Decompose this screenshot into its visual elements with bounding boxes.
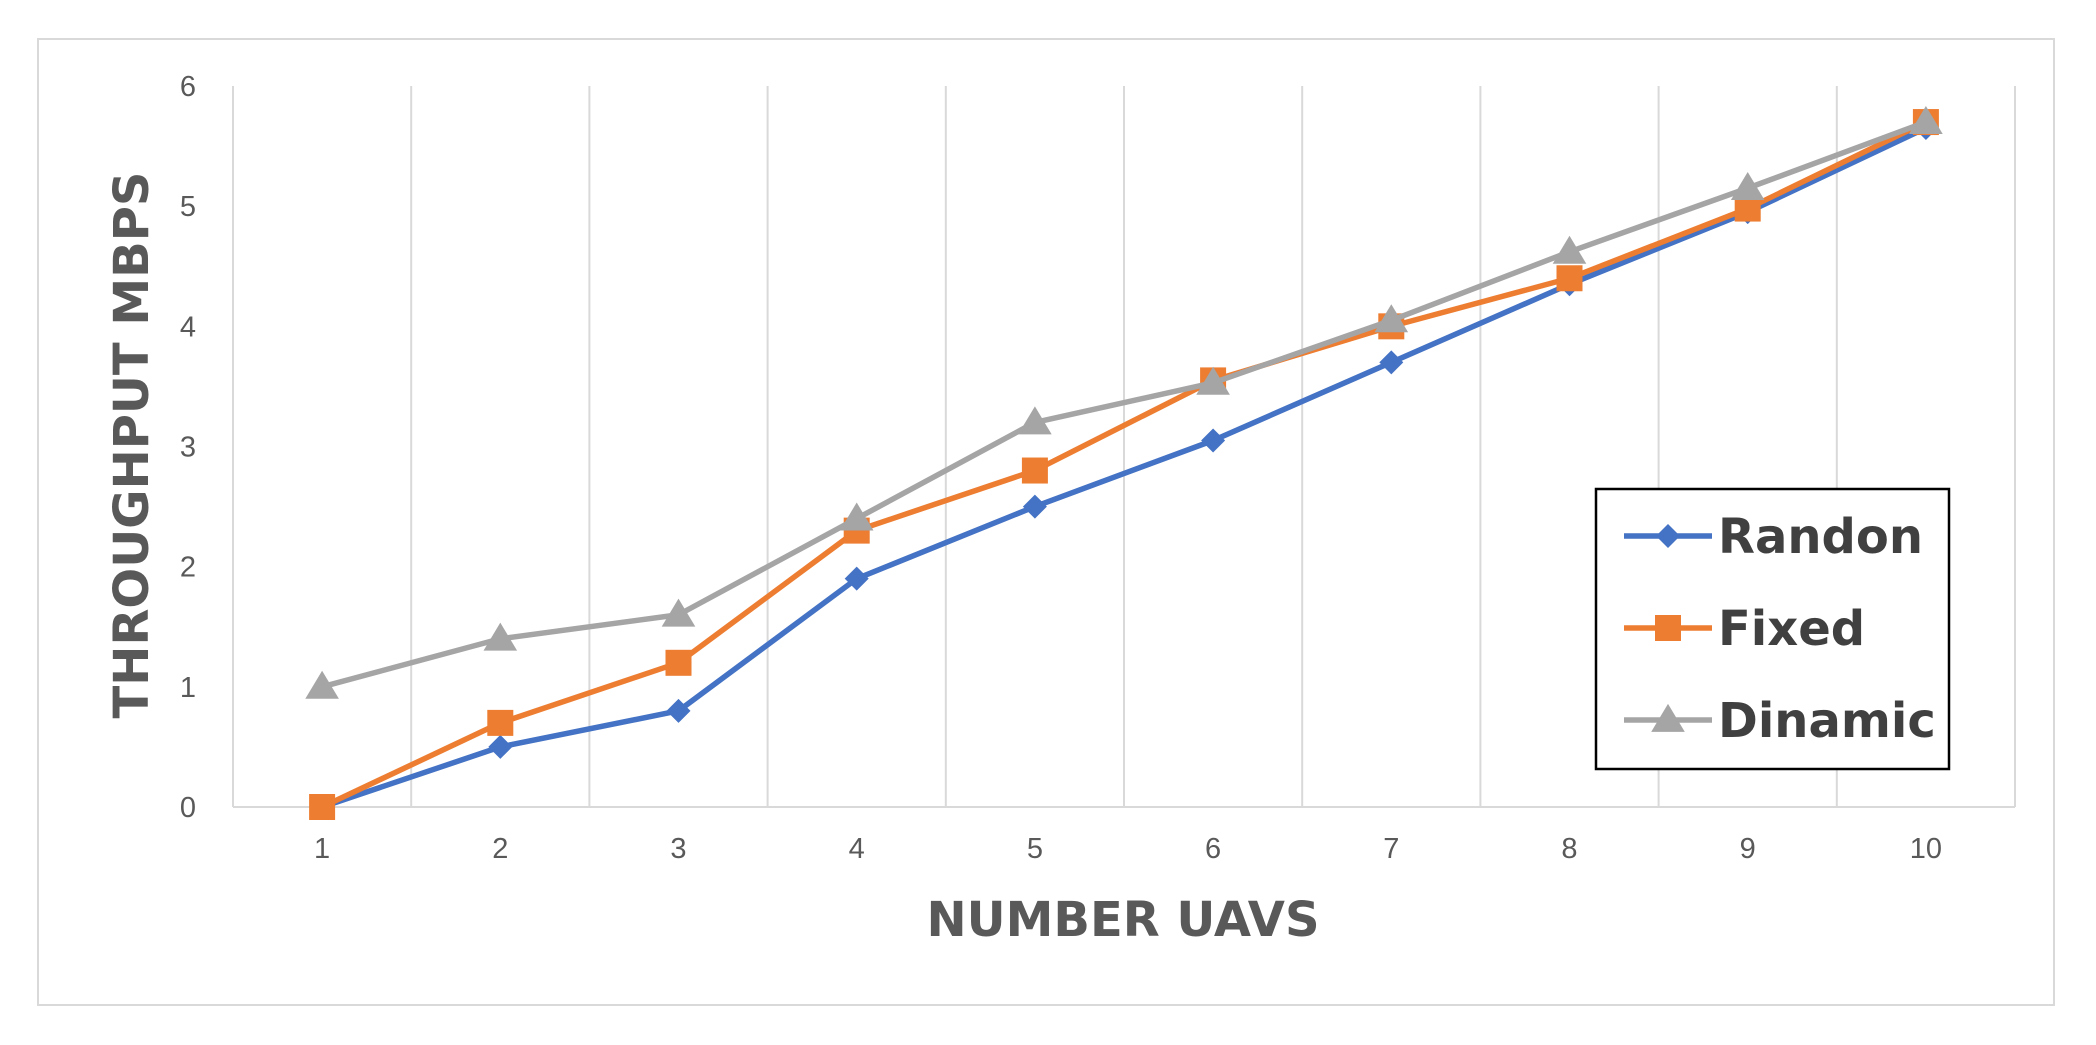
- series-line: [319, 119, 1929, 690]
- y-tick-label: 4: [180, 311, 196, 343]
- legend-swatch-marker: [1655, 615, 1681, 641]
- gridlines: [232, 86, 2016, 807]
- data-point: [839, 502, 874, 531]
- data-point: [1201, 428, 1226, 453]
- series-lines: [305, 105, 1943, 820]
- data-point: [1022, 494, 1047, 519]
- axes: 0 1 2 3 4 5 6 1 2 3 4 5 6 7 8 9 10: [180, 71, 2015, 865]
- data-point: [483, 622, 518, 651]
- data-point: [1196, 366, 1230, 395]
- x-tick-label: 2: [492, 833, 508, 865]
- legend-swatch-marker: [1651, 703, 1685, 732]
- x-tick-label: 5: [1027, 833, 1043, 865]
- series-line: [319, 119, 1929, 810]
- legend-label: Dinamic: [1718, 693, 1936, 749]
- data-point: [666, 698, 691, 723]
- y-tick-label: 6: [180, 71, 196, 103]
- data-point: [305, 670, 339, 699]
- x-tick-label: 7: [1383, 833, 1399, 865]
- legend-swatch-marker: [1656, 524, 1680, 548]
- x-tick-label: 6: [1205, 833, 1221, 865]
- x-axis-title: NUMBER UAVS: [926, 892, 1319, 948]
- y-axis-title: THROUGHPUT MBPS: [104, 172, 160, 719]
- data-point: [1379, 350, 1404, 375]
- x-tick-label: 3: [670, 833, 686, 865]
- data-point: [1374, 304, 1409, 333]
- x-tick-label: 4: [849, 833, 865, 865]
- x-tick-label: 8: [1561, 833, 1577, 865]
- data-point: [665, 649, 692, 676]
- data-point: [1552, 235, 1587, 264]
- data-point: [1556, 265, 1583, 292]
- data-point: [1018, 406, 1052, 435]
- y-tick-label: 3: [180, 432, 196, 464]
- legend-item-dinamic: Dinamic: [1624, 693, 1936, 749]
- x-tick-label: 10: [1910, 833, 1942, 865]
- y-tick-label: 0: [180, 792, 196, 824]
- y-tick-label: 1: [180, 672, 196, 704]
- legend-label: Randon: [1718, 509, 1923, 565]
- x-tick-label: 9: [1740, 833, 1756, 865]
- data-point: [309, 794, 336, 820]
- data-point: [844, 566, 869, 591]
- legend-item-randon: Randon: [1624, 509, 1923, 565]
- y-tick-label: 2: [180, 552, 196, 584]
- legend-label: Fixed: [1718, 601, 1865, 657]
- series-line: [319, 125, 1929, 810]
- legend-item-fixed: Fixed: [1624, 601, 1865, 657]
- data-point: [1730, 172, 1765, 201]
- data-point: [661, 598, 696, 627]
- legend: Randon Fixed Dinamic: [1594, 487, 1951, 771]
- series-dinamic: [305, 105, 1943, 699]
- data-point: [487, 709, 514, 736]
- data-point: [1021, 457, 1048, 484]
- data-point: [1909, 105, 1943, 134]
- data-point: [488, 734, 513, 759]
- y-tick-label: 5: [180, 191, 196, 223]
- x-tick-label: 1: [314, 833, 330, 865]
